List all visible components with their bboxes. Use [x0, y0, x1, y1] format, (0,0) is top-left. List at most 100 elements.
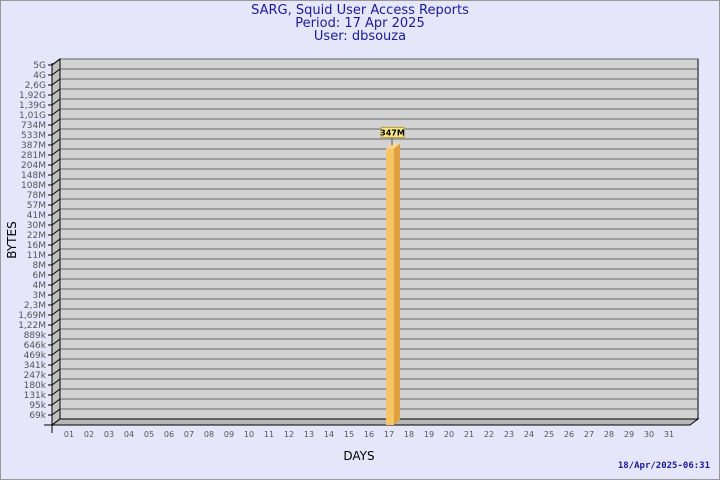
- grid-side-line: [51, 98, 61, 106]
- x-tick-label: 05: [144, 430, 154, 439]
- grid-side-line: [51, 138, 61, 146]
- data-label-box: [380, 126, 405, 138]
- x-tick-label: 10: [244, 430, 254, 439]
- x-tick-label: 08: [204, 430, 214, 439]
- y-tick-label: 4G: [33, 71, 46, 81]
- y-tick-label: 108M: [21, 181, 46, 191]
- x-tick-label: 03: [104, 430, 114, 439]
- x-axis-title: DAYS: [343, 449, 374, 463]
- x-tick-label: 14: [324, 430, 334, 439]
- x-tick-label: 13: [304, 430, 314, 439]
- grid-side-line: [51, 208, 61, 216]
- grid-side-line: [51, 368, 61, 376]
- x-tick-label: 16: [364, 430, 374, 439]
- y-tick-label: 387M: [21, 141, 46, 151]
- grid-side-line: [51, 238, 61, 246]
- y-tick-label: 341k: [24, 361, 47, 371]
- y-tick-label: 2,6G: [25, 81, 46, 91]
- plot-floor: [50, 418, 700, 426]
- bar-top: [386, 143, 400, 149]
- chart-title: SARG, Squid User Access Reports: [251, 3, 469, 18]
- grid-side-line: [51, 88, 61, 96]
- grid-side-line: [51, 338, 61, 346]
- chart-period: Period: 17 Apr 2025: [295, 16, 425, 31]
- y-tick-label: 180k: [24, 381, 47, 391]
- grid-side-line: [51, 68, 61, 76]
- x-tick-label: 06: [164, 430, 174, 439]
- x-tick-label: 28: [604, 430, 614, 439]
- grid-side-line: [51, 228, 61, 236]
- y-tick-label: 131k: [24, 391, 47, 401]
- x-tick-label: 18: [404, 430, 414, 439]
- y-tick-label: 3M: [33, 291, 47, 301]
- y-tick-label: 1,01G: [19, 111, 46, 121]
- grid-side-line: [51, 328, 61, 336]
- grid-side-line: [51, 398, 61, 406]
- grid-side-line: [51, 118, 61, 126]
- grid-side-line: [51, 78, 61, 86]
- y-tick-label: 2,3M: [24, 301, 46, 311]
- y-tick-label: 469k: [24, 351, 47, 361]
- y-tick-label: 41M: [27, 211, 46, 221]
- x-tick-label: 22: [484, 430, 494, 439]
- grid-side-line: [51, 168, 61, 176]
- y-tick-label: 78M: [27, 191, 46, 201]
- x-tick-label: 12: [284, 430, 294, 439]
- x-tick-label: 21: [464, 430, 474, 439]
- y-tick-label: 57M: [27, 201, 46, 211]
- grid-side-line: [51, 198, 61, 206]
- x-tick-label: 25: [544, 430, 554, 439]
- y-tick-label: 1,39G: [19, 101, 46, 111]
- x-tick-label: 24: [524, 430, 534, 439]
- grid-side-line: [51, 288, 61, 296]
- x-tick-label: 31: [664, 430, 674, 439]
- y-tick-label: 1,69M: [18, 311, 46, 321]
- y-tick-label: 16M: [27, 241, 46, 251]
- x-tick-label: 15: [344, 430, 354, 439]
- grid-side-line: [51, 58, 61, 66]
- x-tick-label: 30: [644, 430, 654, 439]
- x-tick-label: 01: [64, 430, 74, 439]
- data-label: 347M: [380, 128, 405, 137]
- bar: [386, 148, 394, 425]
- grid-side-line: [51, 358, 61, 366]
- y-tick-label: 148M: [21, 171, 46, 181]
- y-tick-label: 646k: [24, 341, 47, 351]
- y-tick-label: 11M: [27, 251, 46, 261]
- grid-side-line: [51, 128, 61, 136]
- y-tick-label: 30M: [27, 221, 46, 231]
- y-axis-title: BYTES: [5, 221, 19, 258]
- y-tick-label: 22M: [27, 231, 46, 241]
- x-tick-label: 02: [84, 430, 94, 439]
- grid-side-line: [51, 348, 61, 356]
- x-tick-label: 07: [184, 430, 194, 439]
- grid-side-line: [51, 188, 61, 196]
- y-tick-label: 8M: [33, 261, 47, 271]
- chart-user: User: dbsouza: [313, 29, 407, 44]
- y-tick-label: 95k: [29, 401, 46, 411]
- y-tick-label: 533M: [21, 131, 46, 141]
- x-tick-label: 23: [504, 430, 514, 439]
- y-tick-label: 69k: [29, 411, 46, 421]
- y-tick-label: 1,92G: [19, 91, 46, 101]
- x-tick-label: 11: [264, 430, 274, 439]
- grid-side-line: [51, 158, 61, 166]
- y-tick-label: 5G: [33, 61, 46, 71]
- grid-side-line: [51, 178, 61, 186]
- x-tick-label: 29: [624, 430, 634, 439]
- y-tick-label: 1,22M: [18, 321, 46, 331]
- x-tick-label: 09: [224, 430, 234, 439]
- y-tick-label: 889k: [24, 331, 47, 341]
- grid-side-line: [51, 108, 61, 116]
- bar-side: [394, 143, 400, 425]
- x-tick-label: 17: [384, 430, 394, 439]
- x-tick-label: 20: [444, 430, 454, 439]
- grid-side-line: [51, 248, 61, 256]
- x-tick-label: 27: [584, 430, 594, 439]
- x-tick-label: 19: [424, 430, 434, 439]
- x-tick-label: 26: [564, 430, 574, 439]
- y-tick-label: 247k: [24, 371, 47, 381]
- y-tick-label: 6M: [33, 271, 47, 281]
- grid-side-line: [51, 388, 61, 396]
